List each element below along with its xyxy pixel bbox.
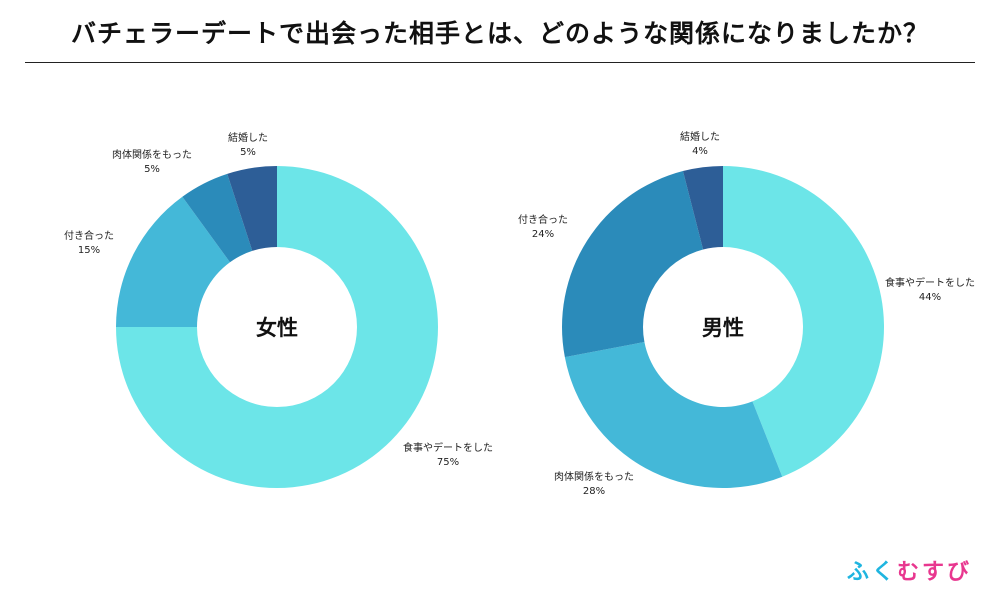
brand-char: ふ xyxy=(846,560,872,585)
donut-chart-male: 食事やデートをした 44% 肉体関係をもった 28% 付き合った 24% 結婚した 4% 男性 xyxy=(518,130,975,497)
slice-label: 食事やデートをした xyxy=(403,441,493,454)
brand-char: く xyxy=(871,560,897,585)
donut-center-label: 女性 xyxy=(256,316,298,340)
slice-value-label: 15% xyxy=(78,245,100,256)
slice-value-label: 44% xyxy=(919,292,941,303)
slice-value-label: 24% xyxy=(532,229,554,240)
slice-value-label: 5% xyxy=(240,147,256,158)
slice-label: 肉体関係をもった xyxy=(112,148,192,161)
page-title: バチェラーデートで出会った相手とは、どのような関係になりましたか？ xyxy=(70,19,929,48)
slice-label: 付き合った xyxy=(64,229,114,242)
slice-value-label: 4% xyxy=(692,146,708,157)
brand-char: び xyxy=(946,560,972,585)
slice-value-label: 75% xyxy=(437,457,459,468)
donut-slice xyxy=(116,166,438,488)
donut-slice xyxy=(116,196,230,327)
donut-slice xyxy=(564,341,783,489)
donut-chart-female: 食事やデートをした 75% 付き合った 15% 肉体関係をもった 5% 結婚した 5% 女性 xyxy=(64,131,493,488)
donut-slice xyxy=(227,166,277,251)
slice-value-label: 5% xyxy=(144,164,160,175)
donut-slice xyxy=(682,166,723,250)
donut-center-label: 男性 xyxy=(702,316,744,340)
brand-char: む xyxy=(896,560,922,585)
slice-label: 肉体関係をもった xyxy=(554,470,634,483)
slice-value-label: 28% xyxy=(583,486,605,497)
slice-label: 付き合った xyxy=(518,213,568,226)
slice-label: 結婚した xyxy=(680,130,720,143)
donut-slice xyxy=(182,173,253,263)
donut-slice xyxy=(723,166,884,477)
brand-char: す xyxy=(921,560,947,585)
slice-label: 結婚した xyxy=(228,131,268,144)
slice-label: 食事やデートをした xyxy=(885,276,975,289)
title-divider xyxy=(25,62,975,63)
brand-logo: ふくむすび xyxy=(847,554,972,586)
donut-slice xyxy=(561,171,704,358)
